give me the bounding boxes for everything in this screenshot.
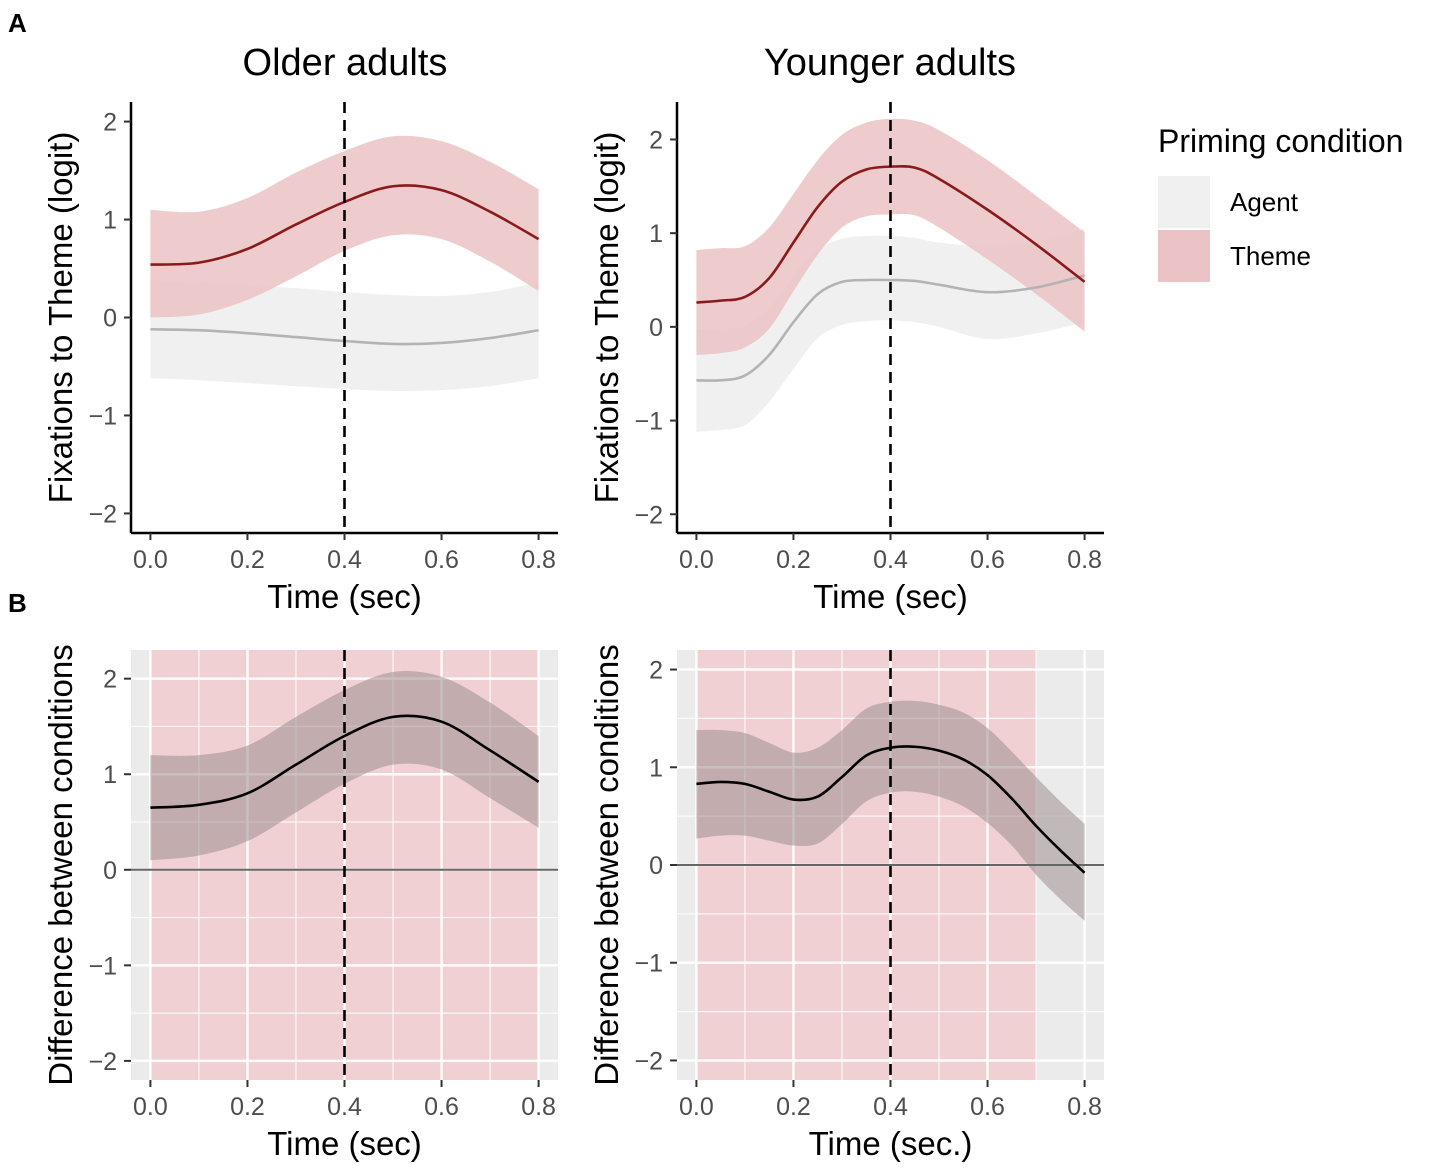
- x-tick-label: 0.0: [133, 546, 168, 574]
- ci-band-agent: [150, 280, 539, 392]
- y-tick-label: 1: [103, 207, 117, 235]
- y-tick-label: −2: [88, 1048, 117, 1076]
- x-tick-label: 0.0: [133, 1093, 168, 1121]
- x-tick-label: 0.2: [776, 546, 811, 574]
- y-tick-label: 0: [103, 305, 117, 333]
- legend: Priming condition Agent Theme: [1158, 123, 1403, 282]
- y-axis-label: Difference between conditions: [42, 644, 79, 1086]
- x-tick-label: 0.8: [521, 1093, 556, 1121]
- y-tick-label: 2: [103, 109, 117, 137]
- y-tick-label: 1: [649, 754, 663, 782]
- y-tick-label: 2: [103, 666, 117, 694]
- plot-title: Younger adults: [764, 42, 1016, 84]
- y-tick-label: −1: [634, 950, 663, 978]
- plot-title: Older adults: [243, 42, 448, 84]
- x-tick-label: 0.4: [873, 1093, 908, 1121]
- series-line-theme: [696, 164, 1086, 304]
- x-tick-label: 0.4: [327, 546, 362, 574]
- y-tick-label: −2: [634, 501, 663, 529]
- panel-label-a: A: [8, 8, 27, 38]
- y-tick-label: 0: [103, 857, 117, 885]
- x-tick-label: 0.8: [1067, 1093, 1102, 1121]
- ci-band-theme: [150, 135, 539, 318]
- plot-older-adults-fixations: 0.0 0.2 0.4 0.6 0.8 −2 −1 0 1 2 Time (sec) Fixation…: [42, 42, 558, 615]
- legend-key-theme: [1158, 230, 1210, 282]
- y-tick-label: −1: [634, 408, 663, 436]
- x-tick-label: 0.4: [327, 1093, 362, 1121]
- legend-title: Priming condition: [1158, 123, 1403, 159]
- x-tick-label: 0.6: [424, 546, 459, 574]
- x-axis-label: Time (sec): [267, 578, 422, 615]
- y-tick-label: 1: [103, 761, 117, 789]
- x-tick-label: 0.4: [873, 546, 908, 574]
- x-tick-label: 0.2: [230, 546, 265, 574]
- x-axis-label: Time (sec): [267, 1125, 422, 1162]
- x-tick-label: 0.8: [521, 546, 556, 574]
- legend-label-theme: Theme: [1230, 241, 1311, 271]
- x-tick-label: 0.8: [1067, 546, 1102, 574]
- plot-younger-adults-difference: 0.0 0.2 0.4 0.6 0.8 −2 −1 0 1 2 Time (sec.) Differe…: [588, 644, 1104, 1162]
- series-line-difference: [150, 714, 540, 809]
- x-axis-label: Time (sec.): [809, 1125, 973, 1162]
- plot-area-a-younger: [696, 118, 1086, 432]
- y-tick-label: 2: [649, 126, 663, 154]
- series-line-agent: [696, 274, 1085, 382]
- panel-label-b: B: [8, 588, 27, 618]
- plot-older-adults-difference: 0.0 0.2 0.4 0.6 0.8 −2 −1 0 1 2 Time (sec) Differen…: [42, 644, 558, 1162]
- x-tick-label: 0.2: [776, 1093, 811, 1121]
- x-tick-label: 0.6: [424, 1093, 459, 1121]
- y-axis-label: Fixations to Theme (logit): [588, 132, 625, 504]
- x-tick-label: 0.2: [230, 1093, 265, 1121]
- y-axis-label: Difference between conditions: [588, 644, 625, 1086]
- x-tick-label: 0.6: [970, 1093, 1005, 1121]
- x-tick-label: 0.0: [679, 546, 714, 574]
- plot-younger-adults-fixations: 0.0 0.2 0.4 0.6 0.8 −2 −1 0 1 2 Time (sec) Fixation…: [588, 42, 1104, 615]
- x-tick-label: 0.0: [679, 1093, 714, 1121]
- ci-band-difference: [696, 700, 1085, 921]
- legend-label-agent: Agent: [1230, 187, 1299, 217]
- legend-key-agent: [1158, 176, 1210, 228]
- y-tick-label: −2: [634, 1047, 663, 1075]
- y-tick-label: 0: [649, 314, 663, 342]
- y-tick-label: 0: [649, 852, 663, 880]
- y-tick-label: 1: [649, 220, 663, 248]
- plot-area-a-older: [150, 135, 540, 392]
- ci-band-theme: [696, 118, 1085, 355]
- y-tick-label: 2: [649, 657, 663, 685]
- x-tick-label: 0.6: [970, 546, 1005, 574]
- y-tick-label: −1: [88, 402, 117, 430]
- y-tick-label: −1: [88, 952, 117, 980]
- y-tick-label: −2: [88, 500, 117, 528]
- y-axis-label: Fixations to Theme (logit): [42, 132, 79, 504]
- x-axis-label: Time (sec): [813, 578, 968, 615]
